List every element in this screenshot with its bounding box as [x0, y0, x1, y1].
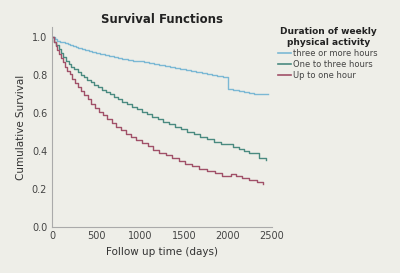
Legend: three or more hours, One to three hours, Up to one hour: three or more hours, One to three hours,…: [278, 28, 378, 80]
X-axis label: Follow up time (days): Follow up time (days): [106, 247, 218, 257]
Title: Survival Functions: Survival Functions: [101, 13, 223, 26]
Y-axis label: Cumulative Survival: Cumulative Survival: [16, 74, 26, 180]
